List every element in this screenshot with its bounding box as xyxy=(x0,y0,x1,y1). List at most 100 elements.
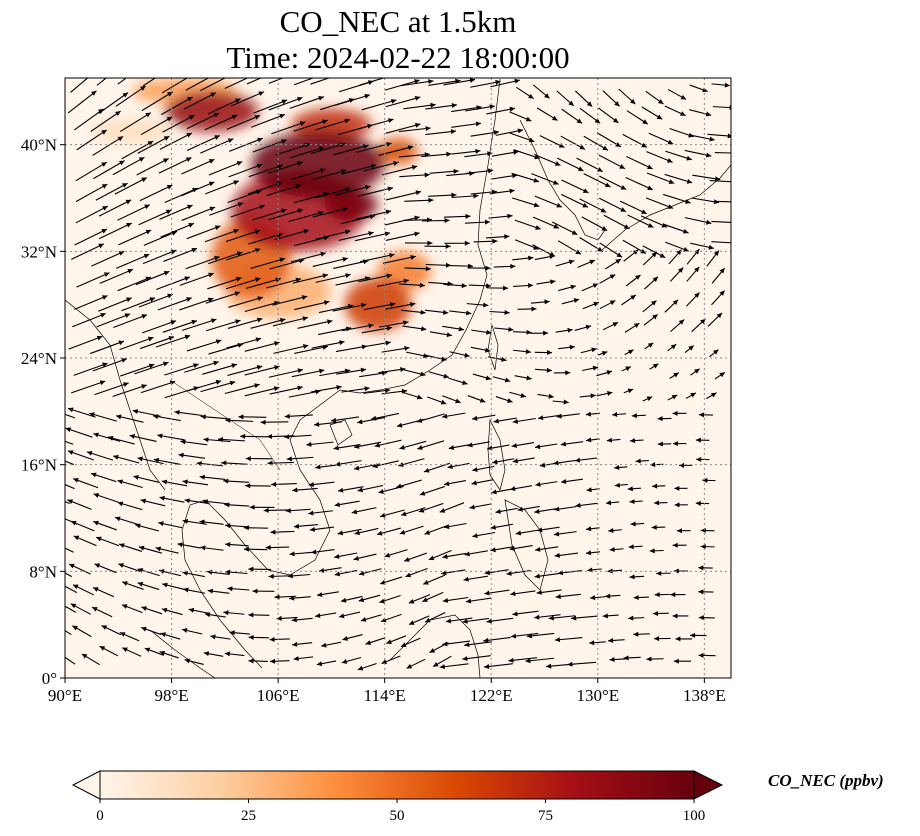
wind-vector-head xyxy=(729,105,731,111)
wind-vector-head xyxy=(444,524,450,530)
wind-vector-head xyxy=(650,462,656,468)
wind-vector-shaft xyxy=(98,92,129,114)
wind-vector-shaft xyxy=(268,208,304,221)
wind-vector-head xyxy=(628,544,634,550)
wind-vector-head xyxy=(351,509,358,515)
wind-vector-shaft xyxy=(114,177,148,195)
wind-vector-head xyxy=(141,384,147,389)
wind-vector-head xyxy=(600,207,607,213)
wind-vector-head xyxy=(231,114,238,120)
wind-vector-head xyxy=(181,628,188,633)
wind-vector-head xyxy=(202,499,208,505)
wind-vector-head xyxy=(52,623,58,628)
wind-vector-shaft xyxy=(142,78,157,87)
wind-vector-head xyxy=(357,419,363,425)
wind-vector-head xyxy=(536,589,542,595)
wind-vector-shaft xyxy=(65,440,74,445)
wind-vector-head xyxy=(467,263,474,269)
wind-vector-head xyxy=(414,122,421,128)
wind-vector-head xyxy=(487,151,493,157)
wind-vector-head xyxy=(672,299,679,305)
wind-vector-shaft xyxy=(207,98,241,115)
wind-vector-head xyxy=(340,597,347,603)
wind-vector-head xyxy=(403,320,409,326)
wind-vector-shaft xyxy=(180,181,215,197)
wind-vector-head xyxy=(420,309,426,315)
wind-vector-head xyxy=(575,502,581,508)
wind-vector-head xyxy=(256,163,263,169)
wind-vector-head xyxy=(102,295,108,300)
wind-vector-head xyxy=(363,144,369,149)
wind-vector-head xyxy=(491,489,497,495)
wind-vector-head xyxy=(184,276,190,282)
wind-vector-head xyxy=(89,412,95,418)
wind-vector-head xyxy=(138,545,145,551)
wind-vector-head xyxy=(534,444,541,450)
wind-vector-head xyxy=(553,223,560,229)
wind-vector-head xyxy=(401,511,407,517)
wind-vector-head xyxy=(652,314,658,320)
wind-vector-head xyxy=(465,213,471,219)
wind-vector-head xyxy=(694,292,700,298)
wind-vector-head xyxy=(68,407,74,413)
wind-vector-shaft xyxy=(138,293,173,308)
wind-vector-head xyxy=(225,523,231,529)
wind-vector-head xyxy=(719,372,725,378)
wind-vector-shaft xyxy=(74,295,108,310)
wind-vector-head xyxy=(404,557,410,562)
wind-vector-head xyxy=(485,283,492,289)
wind-vector-head xyxy=(342,636,348,641)
wind-vector-head xyxy=(512,458,519,464)
wind-vector-head xyxy=(358,597,365,603)
wind-vector-head xyxy=(642,119,648,125)
wind-vector-head xyxy=(473,193,479,199)
wind-vector-head xyxy=(93,493,100,498)
wind-vector-head xyxy=(641,209,647,214)
wind-vector-head xyxy=(248,612,254,618)
wind-vector-head xyxy=(137,581,144,587)
wind-vector-head xyxy=(101,184,108,189)
wind-vector-shaft xyxy=(385,96,421,108)
wind-vector-head xyxy=(534,614,540,620)
wind-vector-head xyxy=(567,661,573,667)
wind-vector-head xyxy=(364,386,370,392)
wind-vector-head xyxy=(510,633,517,639)
wind-vector-head xyxy=(295,277,302,283)
wind-vector-shaft xyxy=(95,182,128,201)
wind-vector-shaft xyxy=(67,90,97,114)
latitude-tick-label: 0° xyxy=(42,669,57,688)
wind-vector-head xyxy=(99,380,106,386)
wind-vector-shaft xyxy=(209,202,244,216)
wind-vector-head xyxy=(93,520,99,526)
wind-vector-head xyxy=(484,590,490,596)
wind-vector-head xyxy=(125,199,132,205)
longitude-tick-label: 130°E xyxy=(576,686,619,705)
wind-vector-head xyxy=(612,411,618,417)
wind-vector-shaft xyxy=(271,121,306,135)
wind-vector-head xyxy=(714,176,721,182)
wind-vector-head xyxy=(379,598,385,604)
wind-vector-head xyxy=(405,572,412,578)
wind-vector-shaft xyxy=(289,96,324,109)
wind-vector-head xyxy=(309,526,316,532)
wind-vector-head xyxy=(302,316,308,322)
wind-vector-head xyxy=(101,229,107,234)
wind-vector-head xyxy=(67,499,74,504)
wind-vector-head xyxy=(225,417,231,423)
wind-vector-head xyxy=(322,119,328,125)
wind-vector-shaft xyxy=(250,257,286,270)
wind-vector-head xyxy=(533,177,539,183)
wind-vector-shaft xyxy=(382,165,418,176)
wind-vector-head xyxy=(276,615,282,621)
wind-vector-head xyxy=(293,656,299,662)
wind-vector-head xyxy=(213,112,220,118)
wind-vector-head xyxy=(464,352,470,358)
colorbar-gradient xyxy=(99,770,695,800)
wind-vector-head xyxy=(694,266,700,273)
wind-vector-head xyxy=(118,251,125,256)
wind-vector-head xyxy=(592,283,599,289)
wind-vector-shaft xyxy=(179,272,214,286)
wind-vector-shaft xyxy=(65,629,72,636)
wind-vector-head xyxy=(178,452,184,458)
wind-vector-head xyxy=(238,414,244,420)
